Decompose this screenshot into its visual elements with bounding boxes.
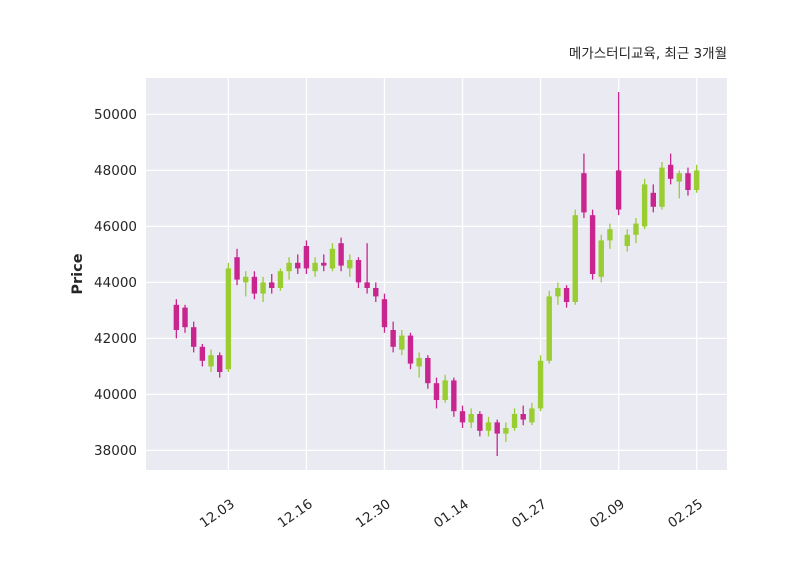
candle-body-up (693, 170, 700, 190)
candle-body-down (190, 327, 197, 347)
candle-body-down (355, 260, 362, 283)
candle-body-down (459, 411, 466, 423)
candle-body-down (251, 276, 258, 294)
candle-body-down (182, 307, 188, 328)
candle-body-down (199, 346, 206, 361)
candle-body-up (286, 262, 292, 272)
candle-body-down (373, 288, 379, 297)
y-axis-tick-label: 42000 (94, 331, 137, 347)
candle-body-up (511, 414, 518, 428)
candle-body-down (295, 262, 301, 269)
candle-body-up (243, 276, 249, 283)
candle-body-up (607, 229, 613, 241)
candle-body-up (624, 234, 630, 246)
candle-body-down (667, 164, 674, 179)
candle-body-up (277, 271, 284, 288)
candle-body-up (676, 173, 683, 182)
candle-body-down (390, 330, 396, 347)
candle-body-down (563, 288, 570, 302)
candle-body-up (659, 167, 665, 207)
candle-body-down (650, 192, 656, 207)
candle-body-down (477, 414, 483, 431)
candle-body-up (503, 428, 509, 434)
candle-body-up (598, 240, 604, 277)
candle-body-down (494, 422, 500, 434)
candle-body-up (329, 248, 336, 269)
y-axis-tick-label: 46000 (94, 219, 137, 235)
candle-body-up (312, 262, 318, 272)
candle-body-down (451, 380, 457, 412)
candle-body-up (468, 414, 474, 423)
plot-area (146, 78, 727, 470)
candle-body-down (425, 358, 431, 384)
candle-body-down (173, 304, 180, 330)
candle-body-down (364, 282, 370, 288)
candle-body-up (225, 268, 232, 370)
candle-body-down (589, 215, 596, 274)
candle-body-down (381, 299, 388, 328)
candle-body-up (529, 408, 535, 423)
candle-body-up (347, 260, 353, 269)
candle-body-down (269, 282, 275, 288)
candle-body-up (485, 422, 492, 431)
y-axis-tick-label: 38000 (94, 443, 137, 459)
candle-body-down (685, 173, 691, 190)
candle-body-down (520, 414, 526, 420)
candle-body-down (581, 173, 587, 213)
candle-body-up (399, 335, 405, 350)
candle-body-down (234, 257, 240, 280)
candle-body-up (537, 360, 544, 409)
candle-body-up (633, 223, 639, 235)
candle-body-up (260, 282, 266, 294)
y-axis-title: Price (70, 253, 86, 294)
candle-body-up (416, 358, 422, 367)
candle-body-up (641, 184, 648, 227)
candle-body-down (407, 335, 414, 364)
y-axis-tick-label: 44000 (94, 275, 137, 291)
y-axis-tick-label: 48000 (94, 163, 137, 179)
candle-body-up (555, 288, 561, 297)
candle-body-up (442, 380, 448, 400)
candle-body-down (615, 170, 622, 210)
chart-title: 메가스터디교육, 최근 3개월 (569, 46, 727, 62)
y-axis-tick-label: 40000 (94, 387, 137, 403)
candle-body-up (572, 215, 578, 302)
candle-body-up (208, 355, 214, 367)
candle-body-down (303, 246, 310, 269)
candle-body-down (338, 243, 344, 266)
candle-body-down (433, 383, 440, 400)
candle-body-down (217, 355, 223, 372)
candle-body-down (321, 262, 327, 266)
candle-body-up (546, 296, 552, 361)
y-axis-tick-label: 50000 (94, 107, 137, 123)
